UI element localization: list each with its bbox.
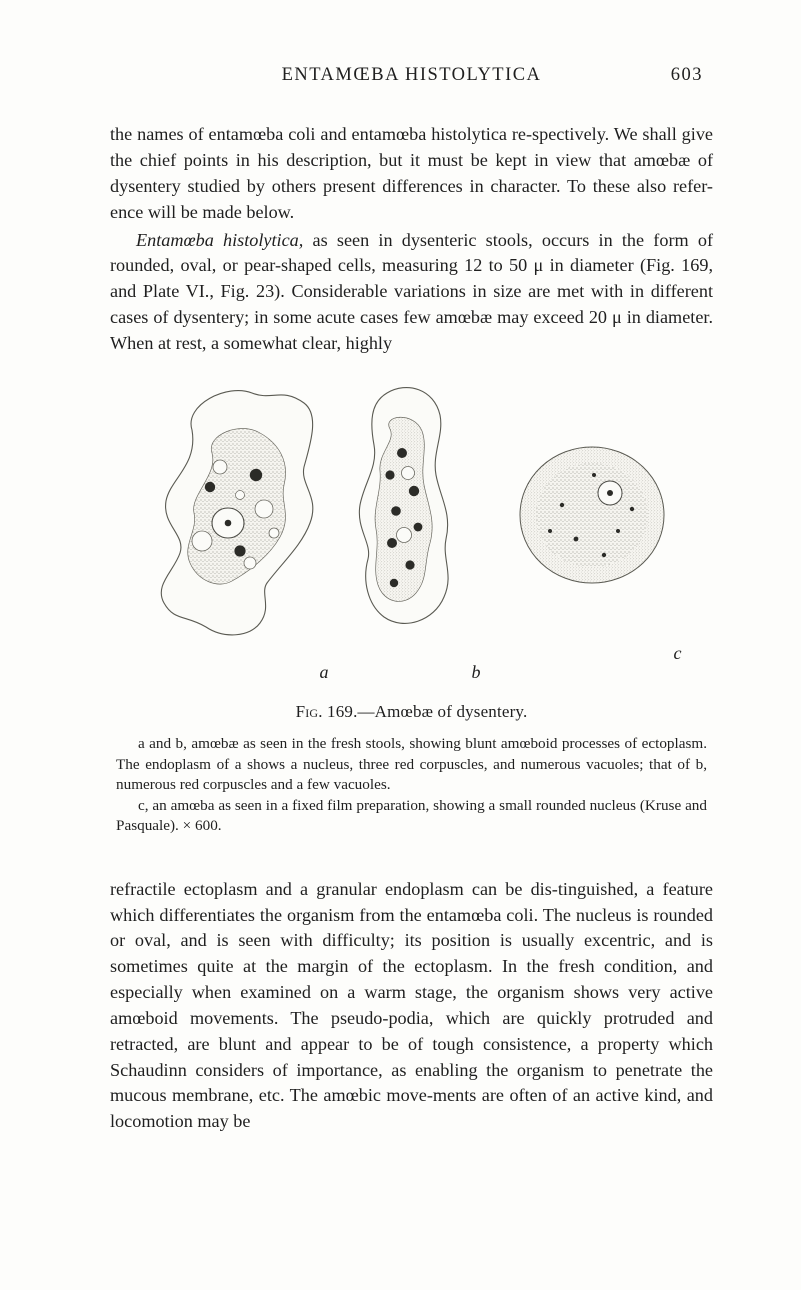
species-name-lead: Entamœba histolytica, <box>136 230 303 250</box>
figure-caption-fig: Fig. <box>296 702 323 721</box>
running-head: ENTAMŒBA HISTOLYTICA 603 <box>110 62 713 88</box>
figure-169: c a b Fig. 169.—Amœbæ of dysentery. a an… <box>110 375 713 837</box>
figure-caption-p1: a and b, amœbæ as seen in the fresh stoo… <box>116 734 707 796</box>
page-number: 603 <box>653 62 703 88</box>
figure-amoeba-a <box>161 390 313 634</box>
page: ENTAMŒBA HISTOLYTICA 603 the names of en… <box>0 0 801 1290</box>
figure-caption-title: Fig. 169.—Amœbæ of dysentery. <box>110 700 713 724</box>
figure-caption-rest: 169.—Amœbæ of dysentery. <box>323 702 528 721</box>
figure-169-illustration <box>132 375 692 675</box>
figure-caption: a and b, amœbæ as seen in the fresh stoo… <box>116 734 707 837</box>
body-para-3: refractile ectoplasm and a granular endo… <box>110 877 713 1135</box>
figure-amoeba-b <box>359 387 448 623</box>
body-para-2: Entamœba histolytica, as seen in dysente… <box>110 228 713 357</box>
figure-label-c: c <box>132 641 692 667</box>
figure-amoeba-c <box>520 447 664 583</box>
figure-caption-p2: c, an amœba as seen in a fixed film prep… <box>116 796 707 837</box>
spacer <box>110 851 713 877</box>
body-para-1: the names of entamœba coli and entamœba … <box>110 122 713 225</box>
running-title: ENTAMŒBA HISTOLYTICA <box>170 62 653 88</box>
